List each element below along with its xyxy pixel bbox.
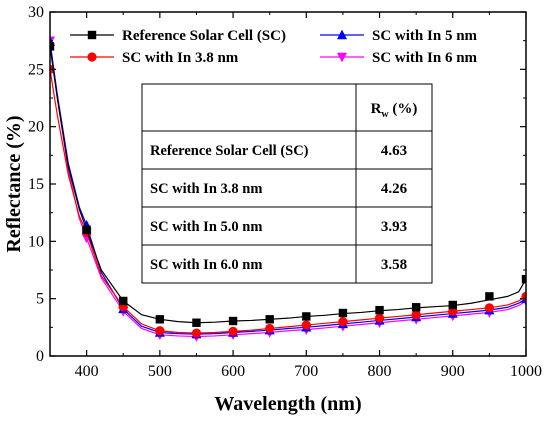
legend-label: SC with In 3.8 nm (122, 50, 239, 66)
series-1-point (411, 310, 421, 320)
rw-table: Rw (%) Reference Solar Cell (SC) 4.63 SC wi… (141, 83, 433, 284)
x-tick-label: 1000 (510, 363, 542, 380)
series-0-point (82, 225, 91, 235)
y-tick-label: 30 (28, 4, 44, 21)
series-1-point (301, 320, 311, 330)
legend-item: SC with In 5 nm (320, 28, 478, 44)
series-0-point (448, 300, 457, 310)
legend-label: SC with In 6 nm (372, 50, 478, 66)
table-row-value: 4.26 (381, 181, 408, 197)
axes: 400 500 600 700 800 900 1000 0 5 10 15 20 25 30 Wavele… (3, 4, 542, 415)
series-1-point (228, 326, 238, 336)
series-1-point (374, 313, 385, 323)
legend-marker (87, 52, 97, 62)
series-0-point (228, 316, 238, 326)
series-1-point (338, 317, 348, 327)
series-1 (50, 64, 526, 338)
x-tick-label: 700 (294, 363, 318, 380)
x-tick-label: 400 (75, 363, 99, 380)
rw-subscript: w (381, 109, 389, 120)
series-0-point (485, 292, 494, 301)
series-1-point (265, 323, 275, 334)
legend-marker (337, 29, 347, 40)
rw-unit: (%) (389, 101, 418, 117)
legend-label: SC with In 5 nm (372, 28, 478, 44)
x-tick-label: 900 (441, 363, 465, 380)
series-0-point (119, 296, 128, 306)
legend-item: SC with In 3.8 nm (70, 50, 239, 66)
legend-marker (337, 52, 347, 63)
y-tick-label: 20 (28, 119, 44, 136)
table-row-value: 4.63 (381, 143, 407, 159)
table-row-label: SC with In 3.8 nm (150, 181, 262, 197)
y-axis-title: Reflectance (%) (3, 115, 25, 252)
rw-main: R (371, 101, 382, 117)
legend-item: SC with In 6 nm (320, 50, 478, 66)
plot-area (50, 36, 526, 342)
series-0-point (155, 315, 165, 324)
y-tick-label: 25 (28, 61, 44, 78)
table-row-label: SC with In 5.0 nm (150, 219, 262, 235)
series-1-point (484, 303, 494, 313)
table-row-label: SC with In 6.0 nm (150, 257, 262, 273)
y-tick-label: 5 (36, 291, 44, 308)
legend: Reference Solar Cell (SC) SC with In 3.8 … (70, 28, 478, 66)
legend-marker (87, 30, 97, 40)
y-tick-label: 0 (36, 348, 44, 365)
x-tick-label: 600 (221, 363, 245, 380)
x-axis-title: Wavelength (nm) (214, 393, 361, 415)
series-1-point (155, 326, 165, 336)
series-0-point (411, 303, 421, 312)
y-tick-label: 10 (28, 233, 44, 250)
legend-label: Reference Solar Cell (SC) (122, 28, 286, 44)
table-row-label: Reference Solar Cell (SC) (150, 143, 309, 159)
table-frame (141, 83, 433, 284)
table-row-value: 3.93 (381, 219, 407, 235)
x-tick-label: 800 (368, 363, 392, 380)
y-tick-label: 15 (28, 176, 44, 193)
x-tick-label: 500 (148, 363, 172, 380)
series-0 (50, 42, 526, 327)
table-header-rw: Rw (%) (371, 101, 418, 120)
series-0-point (338, 308, 348, 318)
legend-item: Reference Solar Cell (SC) (70, 28, 286, 44)
table-row-value: 3.58 (381, 257, 407, 273)
series-0-point (192, 318, 201, 327)
series-1-point (191, 328, 202, 338)
series-0-point (265, 315, 274, 324)
series-0-point (50, 42, 55, 51)
series-0-point (521, 274, 526, 284)
series-0-point (375, 305, 384, 315)
series-0-point (302, 312, 311, 321)
